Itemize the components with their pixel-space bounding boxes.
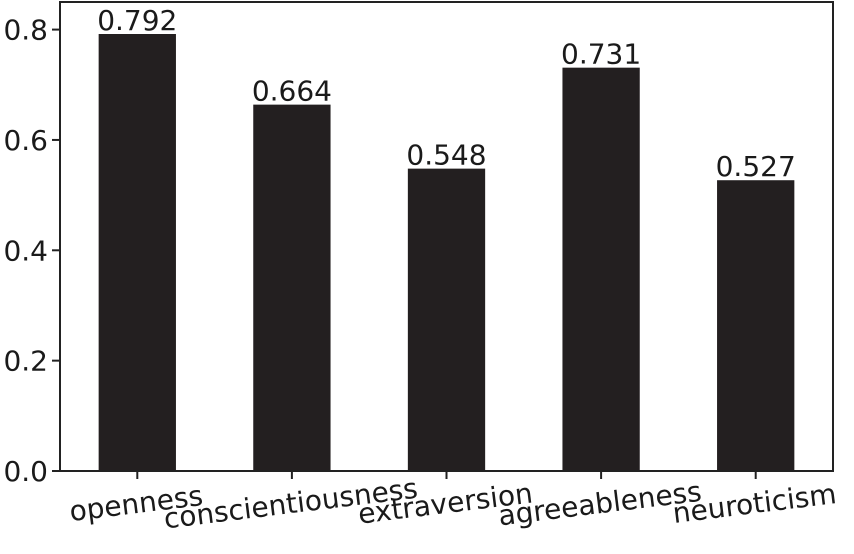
value-label-openness: 0.792: [97, 4, 177, 37]
bar-neuroticism: [717, 180, 795, 471]
bar-conscientiousness: [253, 104, 331, 471]
bar-openness: [98, 34, 176, 472]
y-axis-ticks: 0.0 0.2 0.4 0.6 0.8: [3, 14, 60, 488]
value-label-agreeableness: 0.731: [561, 38, 641, 71]
x-axis-ticks: opennessconscientiousnessextraversionagr…: [68, 471, 838, 536]
y-tick-label: 0.8: [3, 14, 48, 47]
y-tick-label: 0.0: [3, 455, 48, 488]
axes-frame: [59, 1, 834, 472]
value-label-neuroticism: 0.527: [716, 150, 796, 183]
value-label-extraversion: 0.548: [406, 139, 486, 172]
value-label-conscientiousness: 0.664: [252, 75, 332, 108]
y-tick-label: 0.4: [3, 234, 48, 267]
y-tick-label: 0.2: [3, 345, 48, 378]
bar-agreeableness: [562, 67, 640, 471]
value-labels-layer: 0.792 0.664 0.548 0.731 0.527: [97, 4, 796, 183]
bar-extraversion: [407, 168, 486, 471]
bars-layer: [98, 34, 795, 472]
y-tick-label: 0.6: [3, 124, 48, 157]
